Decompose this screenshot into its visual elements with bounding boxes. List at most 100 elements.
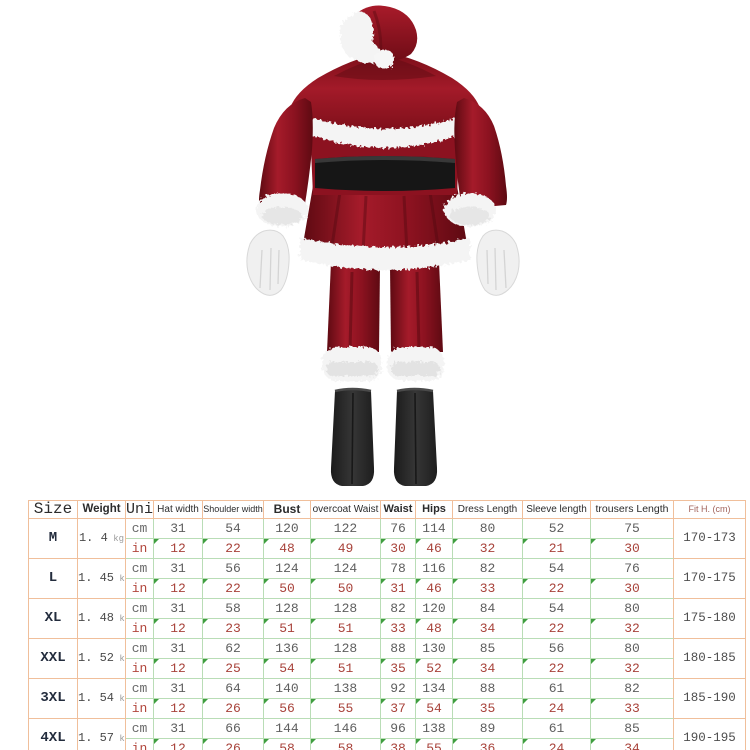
- fit-height-range: 190-195: [683, 731, 736, 745]
- measurement-in: 33: [591, 699, 674, 719]
- measurement-in: 48: [264, 539, 311, 559]
- measurement-in: 51: [311, 659, 381, 679]
- measurement-in: 37: [381, 699, 416, 719]
- measurement-in: 22: [523, 619, 591, 639]
- measurement-in: 22: [523, 579, 591, 599]
- weight-value: 1. 45 kg: [78, 559, 126, 599]
- unit-in: in: [126, 739, 154, 750]
- measurement-cm: 136: [264, 639, 311, 659]
- size-label-3xl: 3XL: [29, 679, 78, 719]
- measurement-in: 12: [154, 659, 203, 679]
- measurement-cm: 31: [154, 679, 203, 699]
- weight-value: 1. 57 kg: [78, 719, 126, 750]
- measurement-cm: 124: [311, 559, 381, 579]
- hat-pompom: [374, 49, 394, 69]
- measurement-in: 32: [453, 539, 523, 559]
- measurement-cm: 124: [264, 559, 311, 579]
- weight-value: 1. 52 kg: [78, 639, 126, 679]
- measurement-in: 12: [154, 619, 203, 639]
- measurement-in: 24: [523, 739, 591, 750]
- measurement-cm: 116: [416, 559, 453, 579]
- measurement-in: 51: [311, 619, 381, 639]
- column-header-sleeve-length: Sleeve length: [523, 501, 591, 519]
- measurement-in: 26: [203, 699, 264, 719]
- column-header-unit: Unit: [126, 501, 154, 519]
- measurement-in: 36: [453, 739, 523, 750]
- waist-belt: [315, 156, 455, 191]
- measurement-in: 21: [523, 539, 591, 559]
- measurement-cm: 92: [381, 679, 416, 699]
- hat-fur-collar: [354, 42, 380, 64]
- santa-costume-image: [246, 5, 520, 486]
- measurement-cm: 128: [311, 639, 381, 659]
- unit-cm: cm: [126, 639, 154, 659]
- measurement-cm: 76: [591, 559, 674, 579]
- measurement-cm: 82: [381, 599, 416, 619]
- measurement-in: 34: [453, 659, 523, 679]
- measurement-cm: 82: [591, 679, 674, 699]
- measurement-in: 54: [264, 659, 311, 679]
- measurement-cm: 52: [523, 519, 591, 539]
- measurement-cm: 31: [154, 599, 203, 619]
- measurement-in: 30: [591, 539, 674, 559]
- measurement-cm: 61: [523, 719, 591, 739]
- column-header-hips: Hips: [416, 501, 453, 519]
- measurement-cm: 138: [416, 719, 453, 739]
- size-label-xl: XL: [29, 599, 78, 639]
- measurement-cm: 128: [264, 599, 311, 619]
- measurement-cm: 85: [453, 639, 523, 659]
- unit-in: in: [126, 659, 154, 679]
- fit-height-range: 185-190: [674, 679, 745, 719]
- measurement-cm: 80: [453, 519, 523, 539]
- skirt-fur-hem: [300, 238, 470, 270]
- measurement-in: 30: [381, 539, 416, 559]
- measurement-cm: 75: [591, 519, 674, 539]
- measurement-in: 25: [203, 659, 264, 679]
- measurement-cm: 54: [523, 559, 591, 579]
- measurement-in: 24: [523, 699, 591, 719]
- measurement-in: 58: [311, 739, 381, 750]
- measurement-in: 26: [203, 739, 264, 750]
- trouser-fur-cuffs: [322, 347, 444, 381]
- measurement-in: 12: [154, 539, 203, 559]
- measurement-cm: 114: [416, 519, 453, 539]
- measurement-cm: 76: [381, 519, 416, 539]
- measurement-in: 34: [453, 619, 523, 639]
- measurement-in: 54: [416, 699, 453, 719]
- measurement-cm: 120: [264, 519, 311, 539]
- size-label-m: M: [29, 519, 78, 559]
- measurement-cm: 31: [154, 559, 203, 579]
- measurement-cm: 54: [203, 519, 264, 539]
- measurement-in: 22: [523, 659, 591, 679]
- measurement-in: 48: [416, 619, 453, 639]
- column-header-hat-width: Hat width: [154, 501, 203, 519]
- unit-cm: cm: [126, 519, 154, 539]
- measurement-in: 32: [591, 659, 674, 679]
- sleeves: [259, 98, 507, 210]
- measurement-in: 30: [591, 579, 674, 599]
- fit-height-range: 180-185: [674, 639, 745, 679]
- measurement-cm: 89: [453, 719, 523, 739]
- unit-cm: cm: [126, 599, 154, 619]
- unit-cm: cm: [126, 679, 154, 699]
- measurement-in: 31: [381, 579, 416, 599]
- size-label-4xl: 4XL: [29, 719, 78, 750]
- measurement-cm: 120: [416, 599, 453, 619]
- measurement-in: 50: [264, 579, 311, 599]
- measurement-cm: 62: [203, 639, 264, 659]
- measurement-cm: 82: [453, 559, 523, 579]
- gloves: [246, 229, 520, 296]
- measurement-in: 35: [453, 699, 523, 719]
- measurement-in: 51: [264, 619, 311, 639]
- measurement-in: 49: [311, 539, 381, 559]
- column-header-trousers-length: trousers Length: [591, 501, 674, 519]
- size-label-l: L: [29, 559, 78, 599]
- measurement-cm: 85: [591, 719, 674, 739]
- measurement-in: 32: [591, 619, 674, 639]
- measurement-in: 12: [154, 579, 203, 599]
- trouser-legs: [327, 262, 443, 352]
- jacket-skirt: [303, 186, 467, 253]
- weight-value: 1. 4 kg: [78, 519, 126, 559]
- measurement-in: 34: [591, 739, 674, 750]
- measurement-in: 23: [203, 619, 264, 639]
